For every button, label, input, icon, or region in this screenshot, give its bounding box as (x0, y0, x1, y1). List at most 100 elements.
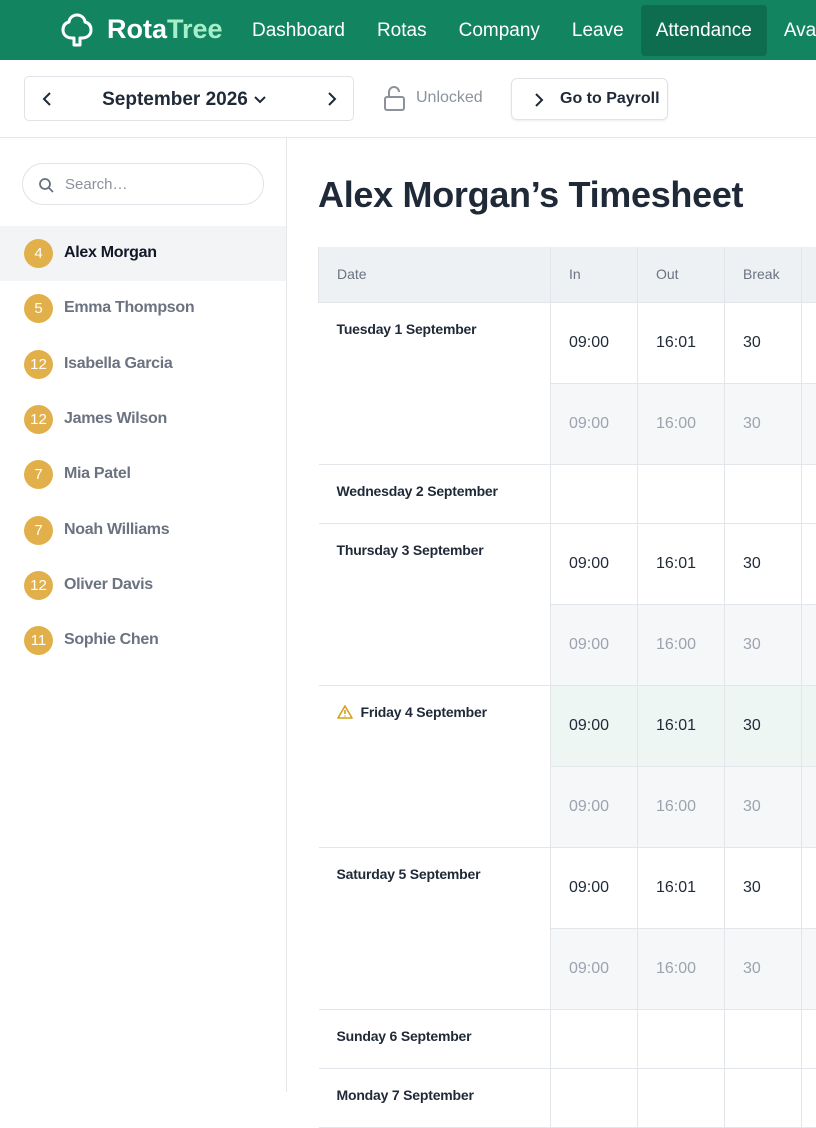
column-header: Date (319, 247, 551, 302)
empty-cell (725, 1068, 802, 1127)
empty-cell (802, 1009, 816, 1068)
date-cell: Wednesday 2 September (319, 464, 551, 523)
date-label: Tuesday 1 September (337, 321, 477, 337)
brand[interactable]: RotaTree (107, 14, 223, 45)
day-row: Monday 7 September (319, 1068, 816, 1127)
time-cell: 16:00 (638, 928, 725, 1009)
extra-cell (802, 523, 816, 604)
nav-link[interactable]: Leave (557, 5, 639, 56)
time-cell: 30 (725, 928, 802, 1009)
date-cell: Monday 7 September (319, 1068, 551, 1127)
extra-cell (802, 928, 816, 1009)
column-header: In (551, 247, 638, 302)
nav-link[interactable]: Dashboard (237, 5, 360, 56)
date-label: Wednesday 2 September (337, 483, 498, 499)
time-cell: 09:00 (551, 685, 638, 766)
extra-cell (802, 766, 816, 847)
empty-cell (551, 1009, 638, 1068)
date-cell: Thursday 3 September (319, 523, 551, 685)
next-month[interactable] (324, 91, 340, 107)
month-label[interactable]: September 2026 (25, 89, 325, 111)
empty-cell (551, 1068, 638, 1127)
nav: DashboardRotasCompanyLeaveAttendanceAvai… (237, 5, 816, 56)
staff-name: Oliver Davis (64, 576, 153, 594)
lock-status[interactable]: Unlocked (416, 89, 483, 107)
brand-a: Rota (107, 14, 167, 44)
search-box[interactable]: Search… (22, 163, 264, 205)
staff-name: Alex Morgan (64, 244, 157, 262)
sidebar: Search… 4 Alex Morgan 5 Emma Thompson 12 Isab… (0, 138, 287, 1092)
nav-link[interactable]: Company (444, 5, 555, 56)
time-cell: 30 (725, 847, 802, 928)
empty-cell (551, 464, 638, 523)
date-label: Friday 4 September (361, 704, 487, 720)
shift-count-badge: 7 (24, 460, 53, 489)
date-label: Sunday 6 September (337, 1028, 472, 1044)
date-cell: Tuesday 1 September (319, 302, 551, 464)
shift-count-badge: 11 (24, 626, 53, 655)
staff-item[interactable]: 5 Emma Thompson (0, 281, 286, 336)
day-row: Sunday 6 September (319, 1009, 816, 1068)
payroll-button[interactable]: Go to Payroll (511, 78, 668, 120)
logo-icon (60, 12, 94, 48)
shift-count-badge: 12 (24, 350, 53, 379)
empty-cell (638, 1068, 725, 1127)
date-cell: Sunday 6 September (319, 1009, 551, 1068)
staff-item[interactable]: 11 Sophie Chen (0, 613, 286, 668)
staff-name: Sophie Chen (64, 631, 158, 649)
date-label: Saturday 5 September (337, 866, 481, 882)
shift-count-badge: 4 (24, 239, 53, 268)
search-placeholder: Search… (65, 176, 128, 193)
month-picker: September 2026 (24, 76, 354, 121)
time-cell: 16:00 (638, 383, 725, 464)
staff-item[interactable]: 12 Isabella Garcia (0, 337, 286, 392)
time-cell: 30 (725, 383, 802, 464)
staff-item[interactable]: 7 Mia Patel (0, 447, 286, 502)
extra-cell (802, 847, 816, 928)
lock-icon (383, 85, 407, 113)
time-cell: 09:00 (551, 847, 638, 928)
empty-cell (725, 464, 802, 523)
nav-link[interactable]: Rotas (362, 5, 442, 56)
staff-name: Isabella Garcia (64, 355, 172, 373)
day-row: Wednesday 2 September (319, 464, 816, 523)
staff-item[interactable]: 12 James Wilson (0, 392, 286, 447)
shift-count-badge: 7 (24, 516, 53, 545)
warning-icon (337, 705, 353, 719)
date-cell: Friday 4 September (319, 685, 551, 847)
column-header: Break (725, 247, 802, 302)
staff-name: Emma Thompson (64, 299, 194, 317)
time-cell: 16:00 (638, 766, 725, 847)
empty-cell (802, 1068, 816, 1127)
empty-cell (725, 1009, 802, 1068)
time-cell: 30 (725, 523, 802, 604)
time-cell: 09:00 (551, 523, 638, 604)
nav-link[interactable]: Attendance (641, 5, 767, 56)
shift-count-badge: 5 (24, 294, 53, 323)
nav-link[interactable]: Availability (769, 5, 816, 56)
shift-count-badge: 12 (24, 405, 53, 434)
staff-item[interactable]: 4 Alex Morgan (0, 226, 286, 281)
extra-cell (802, 604, 816, 685)
empty-cell (638, 464, 725, 523)
time-cell: 16:01 (638, 847, 725, 928)
time-cell: 09:00 (551, 604, 638, 685)
payroll-label: Go to Payroll (560, 90, 660, 108)
staff-name: Mia Patel (64, 465, 131, 483)
month-dropdown[interactable] (253, 92, 267, 106)
staff-name: James Wilson (64, 410, 167, 428)
search-icon (38, 177, 54, 193)
column-header: Out (638, 247, 725, 302)
column-header (802, 247, 816, 302)
